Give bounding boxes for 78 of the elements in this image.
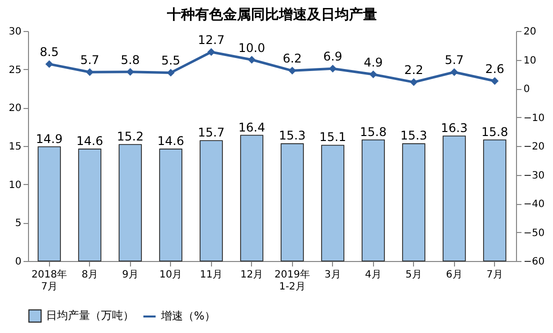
x-tick-label: 11月 [200, 270, 223, 280]
x-tick-label: 3月 [324, 270, 341, 280]
legend-label: 增速（%） [160, 310, 216, 322]
y2-tick-label: 20 [524, 26, 536, 38]
bar [402, 143, 426, 262]
data-label: 15.8 [481, 124, 508, 139]
y-tick-label: 15 [8, 142, 22, 152]
y2-tick-label: −30 [524, 170, 545, 182]
data-label: 14.9 [36, 132, 63, 146]
x-tick-label: 8月 [82, 270, 98, 280]
point [86, 68, 94, 76]
y-tick-label: 25 [8, 64, 22, 76]
data-label: 15.1 [319, 130, 346, 144]
x-tick-label: 5月 [406, 270, 422, 280]
data-label: 12.7 [198, 32, 225, 47]
x-tick-label: 6月 [446, 270, 462, 280]
x-tick-label: 9月 [122, 270, 138, 280]
data-label: 5.7 [444, 53, 464, 68]
y2-tick-label: 10 [524, 55, 536, 66]
y-tick-label: 30 [8, 26, 22, 38]
x-tick-label: 12月 [240, 270, 264, 280]
point [166, 68, 175, 77]
y-tick-label: 0 [15, 256, 22, 268]
data-label: 14.6 [76, 134, 104, 148]
data-label: 6.9 [323, 50, 342, 64]
data-label: 14.6 [157, 134, 184, 148]
point [45, 60, 54, 68]
data-label: 4.9 [364, 55, 383, 70]
x-tick-label: 4月 [365, 270, 382, 280]
bar [78, 148, 102, 262]
y-tick-label: 10 [8, 180, 22, 191]
y-tick-label: 20 [8, 103, 22, 114]
point [410, 78, 418, 86]
data-label: 5.7 [80, 53, 100, 68]
y-tick-label: 5 [15, 218, 22, 230]
data-label: 6.2 [282, 52, 302, 66]
point [369, 70, 378, 78]
data-label: 15.3 [278, 128, 306, 143]
data-label: 5.5 [161, 54, 180, 68]
data-label: 15.7 [198, 126, 225, 140]
y2-tick-label: −20 [524, 142, 545, 152]
y2-tick-label: −40 [524, 199, 545, 210]
bar [159, 148, 182, 262]
bar [442, 136, 466, 262]
data-label: 2.2 [404, 63, 424, 78]
data-label: 16.3 [440, 121, 468, 136]
point [490, 77, 499, 85]
point [126, 68, 134, 76]
x-tick-label: 2019年 1-2月 [274, 268, 310, 292]
x-tick-label: 7月 [486, 270, 503, 280]
bar [280, 143, 304, 262]
bar [483, 139, 506, 262]
bar [240, 134, 264, 262]
data-label: 15.8 [360, 124, 387, 139]
bar [200, 140, 223, 262]
data-label: 5.8 [120, 52, 140, 67]
y2-tick-label: 0 [524, 84, 530, 95]
point [248, 56, 256, 64]
data-label: 15.2 [116, 129, 144, 144]
y2-tick-label: −10 [524, 112, 545, 124]
bar [362, 139, 385, 262]
x-tick-label: 2018年 7月 [32, 268, 67, 292]
point [207, 48, 216, 56]
point [288, 66, 296, 75]
bar [38, 146, 61, 262]
y2-tick-label: −50 [524, 228, 545, 239]
legend-label: 日均产量（万吨） [46, 309, 134, 322]
data-label: 16.4 [238, 120, 266, 134]
x-tick-label: 10月 [159, 270, 182, 280]
data-label: 10.0 [238, 40, 266, 55]
point [450, 68, 458, 76]
data-label: 2.6 [485, 62, 504, 76]
bar [321, 144, 344, 262]
y2-tick-label: −60 [524, 256, 545, 268]
data-label: 15.3 [400, 128, 428, 143]
data-label: 8.5 [40, 45, 59, 60]
chart-title: 十种有色金属同比增速及日均产量 [166, 6, 377, 23]
bar [118, 144, 142, 262]
